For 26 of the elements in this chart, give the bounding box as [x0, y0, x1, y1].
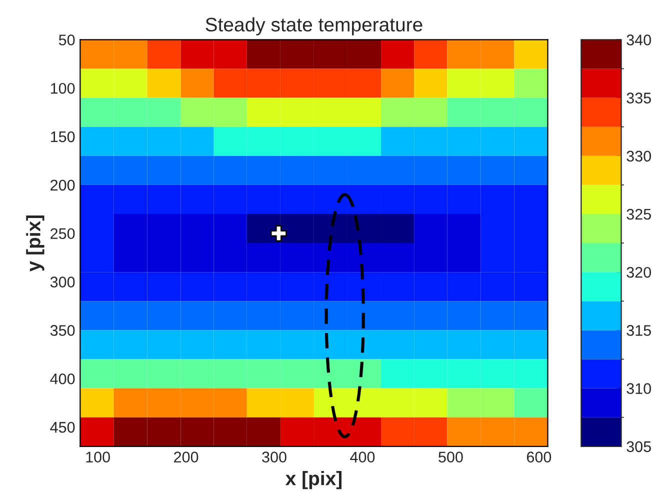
chart-title: Steady state temperature	[206, 17, 422, 36]
x-tick-label: 100	[86, 452, 110, 462]
color-bar-label: 325	[626, 208, 651, 220]
color-bar-label: 335	[626, 92, 651, 104]
y-axis-title: y [pix]	[26, 216, 44, 272]
color-bar-label: 320	[626, 266, 651, 278]
x-tick-label: 300	[262, 452, 286, 462]
x-tick-label: 200	[174, 452, 198, 462]
color-bar-label: 305	[626, 441, 651, 452]
y-tick-label: 250	[50, 228, 75, 240]
y-tick-label: 50	[58, 34, 75, 46]
y-tick-label: 200	[50, 180, 75, 191]
y-tick-label: 300	[50, 276, 75, 288]
y-tick-label: 450	[50, 422, 75, 433]
x-axis-title: x [pix]	[285, 471, 342, 490]
y-tick-label: 400	[50, 373, 75, 384]
color-bar-label: 340	[626, 34, 651, 46]
color-bar-label: 315	[626, 325, 651, 336]
y-tick-label: 150	[50, 131, 75, 142]
x-tick-label: 600	[526, 452, 552, 462]
color-bar-label: 310	[626, 383, 651, 394]
x-tick-label: 500	[438, 452, 463, 462]
x-tick-label: 400	[350, 452, 375, 462]
y-tick-label: 350	[50, 325, 75, 336]
color-bar-label: 330	[626, 150, 651, 162]
y-tick-label: 100	[50, 82, 75, 94]
